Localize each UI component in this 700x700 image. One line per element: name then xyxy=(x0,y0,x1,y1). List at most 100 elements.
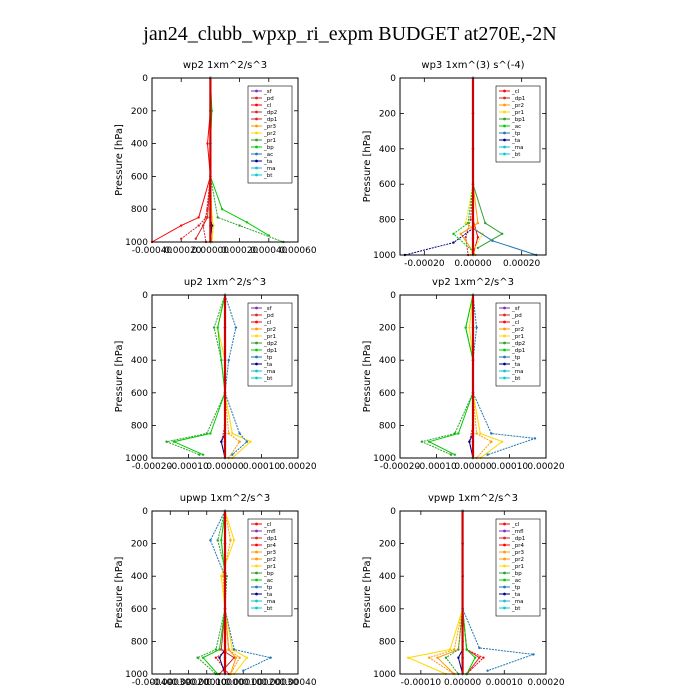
plot-frame xyxy=(399,510,547,675)
chart-panel-1: wp3 1xm^(3) s^(-4) Pressure [hPa] 0 200 400 6… xyxy=(362,60,547,269)
x-tick-label: -0.00020 xyxy=(132,462,173,472)
legend-label: _ac xyxy=(263,152,273,158)
data-point xyxy=(216,326,219,329)
y-axis-label: Pressure [hPa] xyxy=(362,557,373,629)
y-tick-label: 200 xyxy=(131,107,148,117)
data-point xyxy=(209,432,212,435)
legend-label: _ta xyxy=(263,159,272,165)
legend-marker xyxy=(255,543,258,547)
data-point xyxy=(476,246,480,250)
series-line-ac xyxy=(462,511,476,675)
panels-container: wp2 1xm^2/s^3 Pressure [hPa] 0 200 400 600 800… xyxy=(114,60,565,688)
data-point xyxy=(420,440,424,443)
data-point xyxy=(473,656,477,659)
legend-label: _tp xyxy=(511,355,521,361)
y-tick-label: 400 xyxy=(131,356,148,366)
legend-marker xyxy=(503,306,506,310)
data-point xyxy=(232,656,236,659)
legend-marker xyxy=(255,131,258,135)
x-tick-label: 0.00030 xyxy=(261,678,298,688)
data-point xyxy=(457,656,460,659)
chart-panel-4: upwp 1xm^2/s^3 Pressure [hPa] 0 200 400 600 80… xyxy=(114,493,317,688)
legend-label: _ta xyxy=(511,592,520,598)
legend-label: _cl xyxy=(263,522,272,528)
legend-label: _pr3 xyxy=(511,550,525,556)
legend-marker xyxy=(503,543,506,547)
data-point xyxy=(201,453,205,456)
data-point xyxy=(238,224,241,227)
legend-marker xyxy=(503,362,506,366)
legend-marker xyxy=(503,138,506,142)
data-point xyxy=(201,224,205,227)
x-tick-label: 0.00060 xyxy=(279,246,316,256)
x-tick-label: -0.00010 xyxy=(401,678,442,688)
legend-label: _sf xyxy=(511,306,521,312)
data-point xyxy=(172,440,176,443)
legend-marker xyxy=(255,173,258,177)
legend-marker xyxy=(255,96,258,100)
x-tick-label: 0.00010 xyxy=(486,678,523,688)
data-point xyxy=(194,237,197,240)
y-tick-label: 1000 xyxy=(125,238,148,248)
data-point xyxy=(227,648,230,651)
data-point xyxy=(225,575,228,578)
legend-marker xyxy=(503,313,506,317)
legend-marker xyxy=(255,110,258,114)
x-tick-label: 0.00010 xyxy=(243,462,280,472)
y-tick-label: 0 xyxy=(142,507,148,517)
legend-marker xyxy=(503,571,506,575)
y-tick-label: 400 xyxy=(379,145,396,155)
legend-marker xyxy=(503,529,506,533)
x-tick-label: 0.00010 xyxy=(491,462,528,472)
legend-marker xyxy=(255,152,258,156)
chart-panel-3: vp2 1xm^2/s^3 Pressure [hPa] 0 200 400 600 800… xyxy=(362,277,565,472)
data-point xyxy=(465,648,468,651)
data-point xyxy=(198,453,201,456)
legend-marker xyxy=(503,320,506,324)
legend-label: _pr1 xyxy=(511,334,524,340)
chart-title: vpwp 1xm^2/s^3 xyxy=(428,493,518,504)
legend-label: _ac xyxy=(511,578,521,584)
data-point xyxy=(436,656,439,659)
legend-label: _pd xyxy=(263,96,274,102)
series-line-ta xyxy=(404,78,474,256)
chart-title: wp2 1xm^2/s^3 xyxy=(183,60,267,71)
data-point xyxy=(501,440,504,443)
data-point xyxy=(222,575,225,578)
data-point xyxy=(234,326,238,329)
series-line-dp2 xyxy=(164,294,226,456)
data-point xyxy=(476,221,480,225)
figure-title: jan24_clubb_wpxp_ri_expm BUDGET at270E,-… xyxy=(142,23,556,45)
y-tick-label: 1000 xyxy=(373,454,396,464)
legend-marker xyxy=(255,578,258,582)
x-tick-label: 0.00040 xyxy=(250,246,287,256)
legend-label: _tp xyxy=(511,131,521,137)
legend-label: _ma xyxy=(511,145,523,151)
data-point xyxy=(475,432,478,435)
legend-label: _ac xyxy=(511,124,521,130)
legend-label: _pr2 xyxy=(263,327,276,333)
legend-label: _dp2 xyxy=(263,110,277,116)
data-point xyxy=(452,232,455,235)
data-point xyxy=(218,656,221,659)
y-tick-label: 400 xyxy=(131,140,148,150)
legend-label: _sf xyxy=(263,89,273,95)
legend-label: _bt xyxy=(511,606,521,612)
legend-marker xyxy=(503,89,506,93)
data-point xyxy=(232,648,236,651)
chart-panel-0: wp2 1xm^2/s^3 Pressure [hPa] 0 200 400 600 800… xyxy=(114,60,317,256)
y-tick-label: 0 xyxy=(142,74,148,84)
data-point xyxy=(428,656,431,659)
data-point xyxy=(165,440,168,443)
data-point xyxy=(269,656,272,659)
data-point xyxy=(218,648,221,651)
plot-frame xyxy=(151,294,299,459)
series-line-dp1 xyxy=(427,294,474,456)
legend-label: _ta xyxy=(511,362,520,368)
data-point xyxy=(468,326,471,329)
y-tick-label: 600 xyxy=(131,172,148,182)
legend-marker xyxy=(503,327,506,331)
legend-label: _pr1 xyxy=(263,138,276,144)
data-point xyxy=(448,648,452,651)
legend-label: _ma xyxy=(263,599,275,605)
